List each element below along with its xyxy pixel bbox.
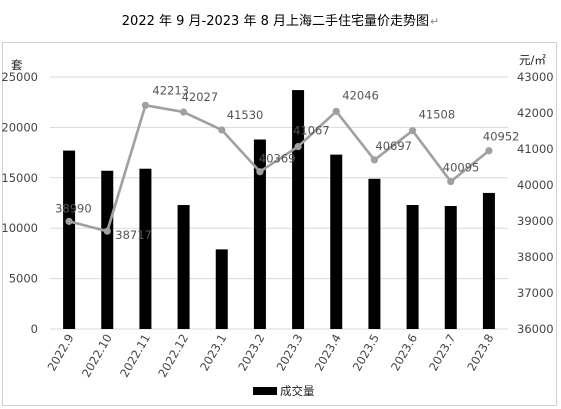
bar: [139, 168, 152, 329]
x-tick-label: 2022.9: [44, 332, 76, 374]
x-tick-label: 2023.6: [388, 332, 420, 374]
price-data-label: 42027: [182, 90, 219, 104]
price-data-label: 38717: [115, 228, 152, 242]
price-data-label: 40369: [259, 152, 296, 166]
price-point: [65, 217, 73, 225]
y-right-tick-label: 37000: [517, 286, 554, 300]
price-data-label: 40697: [375, 139, 412, 153]
legend-swatch: [253, 387, 277, 395]
price-point: [485, 147, 493, 155]
y-left-tick-label: 0: [31, 322, 38, 336]
price-point: [447, 177, 455, 186]
price-point: [294, 142, 302, 151]
price-data-label: 41067: [293, 124, 330, 138]
y-right-tick-label: 43000: [517, 70, 554, 84]
x-tick-label: 2023.7: [426, 332, 458, 374]
x-tick-label: 2023.1: [197, 332, 229, 374]
y-right-tick-label: 40000: [517, 178, 554, 192]
price-point: [179, 108, 188, 116]
price-data-label: 40095: [443, 161, 480, 175]
y-right-tick-label: 39000: [517, 214, 554, 228]
bar: [330, 154, 343, 329]
bar: [482, 192, 495, 329]
price-point: [218, 126, 226, 134]
y-left-tick-label: 20000: [1, 120, 38, 134]
price-point: [103, 227, 111, 235]
x-tick-label: 2023.3: [273, 332, 305, 374]
chart-title: 2022 年 9 月-2023 年 8 月上海二手住宅量价走势图↵: [0, 10, 561, 29]
y-right-axis-label: 元/㎡: [519, 53, 546, 67]
bar: [368, 178, 381, 329]
y-left-tick-label: 15000: [1, 171, 38, 185]
y-left-axis-label: 套: [11, 58, 23, 72]
price-point: [332, 107, 340, 115]
price-point: [141, 101, 150, 109]
x-tick-label: 2023.8: [464, 331, 496, 373]
price-data-label: 40952: [483, 130, 520, 144]
paragraph-mark-icon: ↵: [429, 15, 440, 28]
y-left-tick-label: 10000: [1, 221, 38, 235]
y-right-tick-label: 36000: [517, 322, 554, 336]
x-tick-label: 2023.5: [350, 332, 382, 374]
x-tick-label: 2022.11: [117, 332, 153, 380]
chart-frame: [2, 42, 557, 406]
price-point: [256, 168, 264, 176]
y-left-tick-label: 5000: [9, 272, 38, 286]
y-left-tick-label: 25000: [1, 70, 38, 84]
price-data-label: 41508: [419, 108, 456, 122]
x-tick-label: 2022.10: [79, 332, 115, 380]
y-right-tick-label: 41000: [517, 142, 554, 156]
price-data-label: 41530: [227, 108, 264, 122]
bar: [63, 150, 76, 329]
price-data-label: 42046: [342, 88, 379, 102]
price-point: [370, 156, 379, 164]
y-right-tick-label: 42000: [517, 106, 554, 120]
bar: [406, 205, 419, 329]
price-line: [68, 104, 490, 233]
price-data-label: 38990: [55, 201, 92, 215]
bar: [215, 249, 228, 329]
bar: [253, 139, 266, 329]
bar: [444, 206, 457, 329]
x-tick-label: 2022.12: [155, 332, 191, 380]
chart-title-text: 2022 年 9 月-2023 年 8 月上海二手住宅量价走势图: [121, 14, 429, 29]
bar: [101, 170, 114, 329]
price-point: [408, 127, 417, 135]
x-tick-label: 2023.4: [312, 332, 344, 374]
legend-label: 成交量: [280, 384, 315, 398]
bar: [177, 205, 190, 329]
x-tick-label: 2023.2: [235, 332, 267, 374]
y-right-tick-label: 38000: [517, 250, 554, 264]
price-data-label: 42213: [152, 83, 189, 97]
